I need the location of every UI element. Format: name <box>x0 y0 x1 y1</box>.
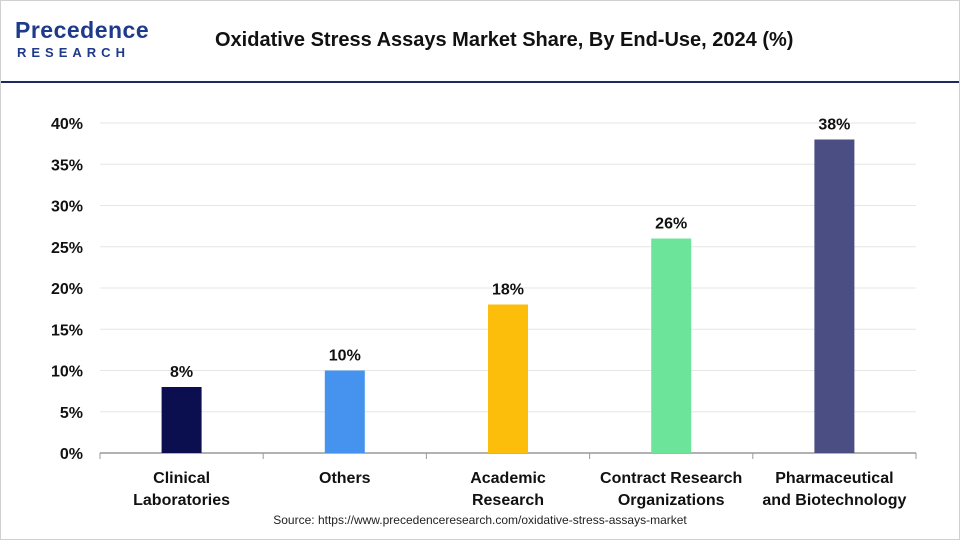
bar <box>814 139 855 453</box>
chart-title: Oxidative Stress Assays Market Share, By… <box>215 29 794 51</box>
y-tick-label: 10% <box>51 364 83 381</box>
source-note: Source: https://www.precedenceresearch.c… <box>273 513 687 527</box>
bar <box>488 304 528 453</box>
y-tick-label: 15% <box>51 322 83 339</box>
x-tick-label: Clinical <box>153 470 210 487</box>
bar <box>324 370 365 453</box>
x-tick-label: Academic <box>470 470 546 487</box>
logo-top-text: Precedence <box>15 17 150 43</box>
x-tick-label: Pharmaceutical <box>775 470 893 487</box>
x-tick-label: Laboratories <box>133 492 230 509</box>
y-tick-label: 35% <box>51 157 83 174</box>
data-label: 38% <box>818 117 850 134</box>
data-label: 26% <box>655 216 687 233</box>
brand-logo: Precedence RESEARCH <box>15 17 165 63</box>
y-tick-label: 40% <box>51 116 83 133</box>
y-tick-label: 0% <box>60 446 83 463</box>
x-tick-label: Contract Research <box>600 470 742 487</box>
y-tick-label: 20% <box>51 281 83 298</box>
bar <box>161 387 202 453</box>
header: Precedence RESEARCH Oxidative Stress Ass… <box>1 1 959 81</box>
header-divider <box>1 81 959 83</box>
y-tick-label: 25% <box>51 240 83 257</box>
y-tick-label: 30% <box>51 199 83 216</box>
y-tick-label: 5% <box>60 405 83 422</box>
data-label: 18% <box>492 282 524 299</box>
bar <box>651 238 692 453</box>
data-label: 10% <box>329 348 361 365</box>
x-tick-label: Others <box>319 470 371 487</box>
x-tick-label: Organizations <box>618 492 725 509</box>
x-tick-label: and Biotechnology <box>762 492 906 509</box>
data-label: 8% <box>170 364 193 381</box>
x-tick-label: Research <box>472 492 544 509</box>
logo-bottom-text: RESEARCH <box>17 45 130 60</box>
bar-chart: 0% 5% 10% 15% 20% 25% 30% 35% 40% 8% Clinical Labor… <box>51 116 917 509</box>
